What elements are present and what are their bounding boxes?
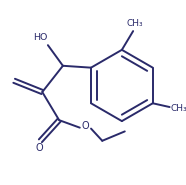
Text: O: O [82,121,89,131]
Text: HO: HO [33,33,48,42]
Text: CH₃: CH₃ [127,19,143,28]
Text: CH₃: CH₃ [171,104,186,113]
Text: O: O [36,143,43,153]
